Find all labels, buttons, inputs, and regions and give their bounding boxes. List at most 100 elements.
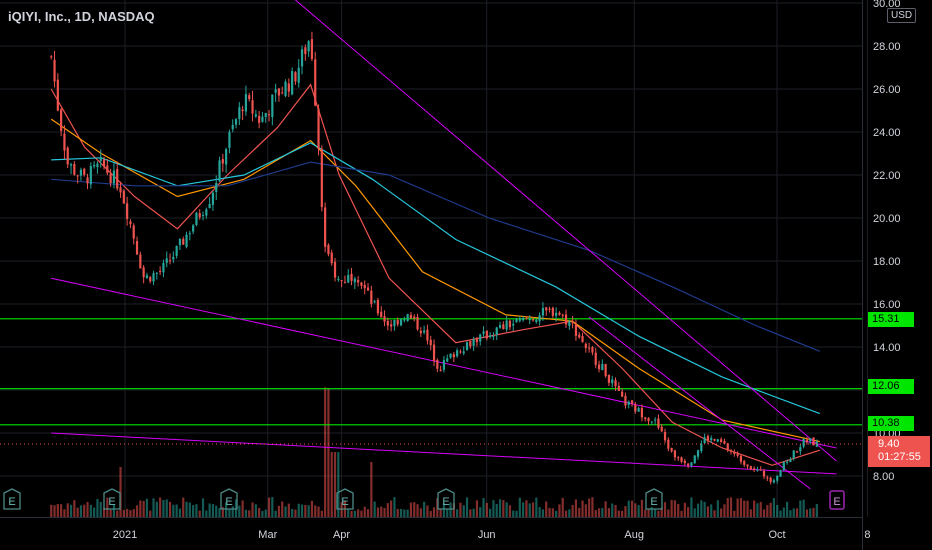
candle-body bbox=[498, 325, 502, 328]
candle-body bbox=[696, 450, 700, 457]
candle-body bbox=[637, 408, 640, 412]
volume-bar bbox=[330, 452, 333, 517]
level-price-tag: 15.31 bbox=[868, 312, 914, 327]
x-tick-label: Apr bbox=[333, 529, 350, 541]
currency-badge[interactable]: USD bbox=[887, 8, 917, 23]
candle-body bbox=[353, 278, 356, 283]
candle-body bbox=[363, 284, 366, 289]
earnings-marker-frame bbox=[437, 488, 455, 510]
trendline[interactable] bbox=[294, 0, 837, 462]
y-tick-label: 28.00 bbox=[873, 41, 901, 53]
earnings-marker[interactable]: E bbox=[3, 488, 21, 510]
volume-bar bbox=[492, 500, 495, 517]
volume-bar bbox=[607, 508, 611, 517]
volume-bar bbox=[769, 502, 772, 517]
y-tick-label: 24.00 bbox=[873, 127, 901, 139]
volume-bar bbox=[429, 510, 432, 517]
candle-body bbox=[248, 95, 251, 100]
volume-bar bbox=[660, 507, 663, 517]
volume-bar bbox=[409, 502, 413, 517]
candle-body bbox=[175, 245, 178, 256]
candle-body bbox=[627, 401, 630, 405]
candle-body bbox=[644, 417, 647, 420]
volume-bar bbox=[399, 508, 403, 517]
volume-bar bbox=[155, 501, 158, 517]
candle-body bbox=[716, 439, 719, 442]
volume-bar bbox=[122, 509, 125, 517]
volume-bar bbox=[809, 508, 812, 517]
x-tick-label: Jun bbox=[478, 529, 496, 541]
candle-body bbox=[436, 359, 439, 369]
volume-bar bbox=[792, 508, 795, 517]
candle-body bbox=[165, 258, 168, 263]
candle-body bbox=[723, 441, 726, 444]
candle-body bbox=[561, 314, 564, 316]
volume-bar bbox=[475, 500, 479, 517]
earnings-marker[interactable]: E bbox=[645, 488, 663, 510]
last-price-tag: 9.40 01:27:55 bbox=[868, 436, 930, 467]
volume-bar bbox=[178, 508, 182, 517]
candle-body bbox=[640, 407, 644, 418]
candle-body bbox=[756, 469, 759, 471]
earnings-marker[interactable]: E bbox=[103, 488, 121, 510]
earnings-marker[interactable]: E bbox=[220, 488, 238, 510]
volume-bar bbox=[743, 500, 746, 517]
volume-bar bbox=[502, 500, 505, 517]
candle-body bbox=[386, 320, 389, 326]
volume-bar bbox=[571, 504, 574, 517]
candle-body bbox=[109, 173, 112, 184]
volume-bar bbox=[578, 507, 581, 517]
earnings-marker[interactable]: E bbox=[437, 488, 455, 510]
trendlines[interactable] bbox=[51, 0, 837, 490]
candle-body bbox=[617, 385, 620, 391]
candle-body bbox=[370, 290, 373, 304]
candle-body bbox=[99, 156, 102, 162]
candle-body bbox=[779, 470, 782, 477]
candle-body bbox=[581, 336, 584, 343]
candle-body bbox=[376, 299, 380, 314]
earnings-marker[interactable]: E bbox=[829, 490, 845, 510]
y-tick-label: 14.00 bbox=[873, 342, 901, 354]
volume-bar bbox=[366, 509, 370, 517]
candle-body bbox=[545, 307, 548, 311]
y-tick-label: 18.00 bbox=[873, 256, 901, 268]
candle-body bbox=[762, 471, 766, 477]
candle-body bbox=[360, 282, 363, 286]
volume-bar bbox=[327, 387, 330, 517]
candle-body bbox=[317, 108, 320, 149]
y-axis[interactable]: 30.00 28.00 26.00 24.00 22.00 20.00 18.00 16.00… bbox=[862, 0, 901, 550]
volume-bar bbox=[594, 509, 597, 517]
candle-body bbox=[416, 316, 419, 330]
candle-body bbox=[759, 469, 762, 471]
earnings-marker[interactable]: E bbox=[336, 488, 354, 510]
candle-body bbox=[264, 112, 267, 117]
candle-body bbox=[492, 335, 495, 337]
candle-body bbox=[531, 319, 535, 321]
trendline[interactable] bbox=[51, 432, 837, 475]
trendline[interactable] bbox=[588, 316, 811, 490]
earnings-marker-label: E bbox=[225, 496, 232, 508]
volume-bar bbox=[264, 509, 267, 517]
candle-body bbox=[304, 47, 307, 55]
volume-bar bbox=[126, 508, 129, 517]
candle-body bbox=[660, 426, 663, 432]
volume-bar bbox=[541, 509, 545, 517]
candle-body bbox=[786, 461, 789, 463]
volume-bar bbox=[333, 452, 337, 517]
candle-body bbox=[182, 238, 185, 245]
volume-bar bbox=[63, 509, 66, 517]
volume-bar bbox=[551, 508, 554, 517]
volume-bar bbox=[152, 498, 155, 517]
volume-bar bbox=[459, 502, 462, 517]
candle-body bbox=[168, 260, 172, 262]
volume-bar bbox=[211, 504, 215, 517]
volume-bar bbox=[588, 498, 591, 517]
candle-body bbox=[89, 166, 92, 185]
candle-body bbox=[314, 59, 317, 106]
horizontal-levels[interactable] bbox=[0, 318, 862, 426]
candle-body bbox=[73, 163, 76, 175]
candle-body bbox=[79, 169, 83, 176]
x-axis[interactable]: 2021 Mar Apr Jun Aug Oct 8 bbox=[0, 517, 870, 542]
